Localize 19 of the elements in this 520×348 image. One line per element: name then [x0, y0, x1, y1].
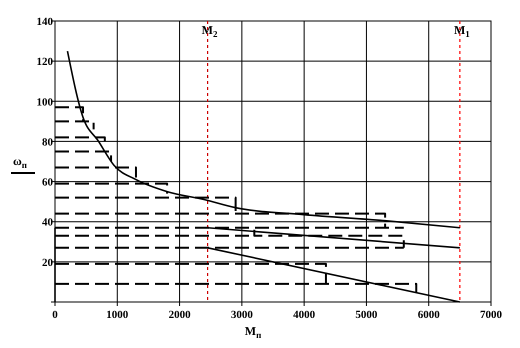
y-tick-label: 100: [36, 96, 54, 108]
x-tick-label: 1000: [106, 309, 129, 321]
x-tick-label: 3000: [230, 309, 254, 321]
x-tick-label: 4000: [293, 309, 316, 321]
y-axis-title: ω$_{п}$: [13, 154, 27, 170]
x-tick-label: 6000: [418, 309, 440, 321]
y-tick-label: 40: [42, 216, 54, 229]
y-tick-label: 80: [42, 136, 54, 148]
ref-line-label: M$_{1}$: [454, 23, 470, 39]
y-tick-label: 120: [36, 56, 54, 68]
y-tick-label: 140: [36, 16, 54, 28]
x-tick-label: 0: [52, 309, 58, 321]
x-tick-label: 2000: [168, 309, 192, 321]
y-tick-label: 20: [42, 256, 54, 269]
ref-line-label: M$_{2}$: [202, 23, 218, 39]
x-tick-label: 7000: [480, 309, 502, 321]
x-axis-title: M$_{п}$: [244, 324, 262, 340]
x-tick-label: 5000: [355, 309, 378, 321]
y-tick-label: 60: [42, 176, 54, 189]
